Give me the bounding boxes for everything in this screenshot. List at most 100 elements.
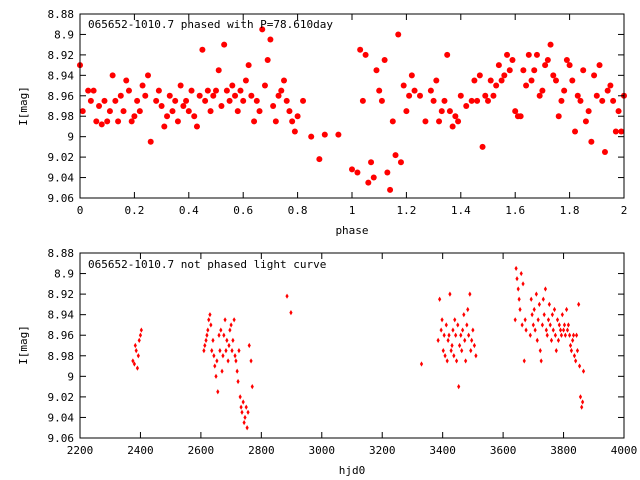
data-point (572, 353, 577, 359)
data-point (275, 92, 282, 99)
data-point (188, 87, 195, 94)
data-point (531, 67, 538, 74)
data-point (487, 77, 494, 84)
data-point (516, 286, 520, 292)
data-point (440, 317, 444, 323)
data-point (474, 97, 481, 104)
data-point (485, 97, 491, 104)
x-tick-label: 1 (349, 204, 356, 217)
data-point (448, 291, 452, 297)
data-point (577, 301, 581, 307)
data-point (158, 103, 165, 109)
data-point (232, 317, 236, 323)
data-point (139, 82, 146, 89)
data-point (246, 409, 250, 415)
data-point (96, 103, 103, 109)
data-point (300, 97, 307, 104)
data-point (368, 159, 375, 166)
data-point (166, 92, 173, 99)
data-point (462, 312, 466, 318)
data-point (240, 97, 247, 104)
data-point (131, 358, 135, 364)
data-point (207, 317, 211, 323)
data-point (378, 97, 385, 104)
data-point (536, 317, 540, 323)
x-tick-label: 1.8 (560, 204, 580, 217)
data-point (289, 118, 296, 125)
data-point (519, 270, 523, 277)
data-point (568, 342, 573, 349)
data-point (98, 121, 105, 128)
data-point (145, 72, 151, 79)
data-point (321, 131, 328, 138)
data-point (87, 97, 94, 104)
y-tick-label: 9.06 (48, 432, 75, 445)
data-point (294, 113, 301, 120)
data-point (467, 332, 471, 338)
data-point (540, 322, 544, 328)
data-point (240, 409, 244, 415)
data-point (226, 358, 230, 364)
data-point (571, 337, 575, 343)
data-point (417, 92, 423, 99)
data-point (539, 87, 546, 94)
data-point (533, 327, 537, 333)
data-point (596, 62, 603, 69)
data-point (563, 332, 567, 338)
data-point (408, 72, 415, 79)
y-tick-label: 8.98 (48, 110, 75, 123)
data-point (544, 327, 548, 333)
data-point (185, 108, 192, 115)
data-point (538, 348, 542, 354)
data-point (234, 358, 238, 364)
data-point (588, 138, 595, 145)
data-point (474, 353, 478, 359)
data-point (612, 128, 619, 135)
data-point (446, 108, 453, 115)
data-point (397, 159, 404, 166)
data-point (239, 404, 243, 410)
data-point (444, 51, 451, 58)
data-point (464, 358, 468, 364)
data-point (546, 317, 551, 323)
data-point (153, 97, 160, 104)
x-tick-label: 2800 (248, 444, 275, 457)
data-point (520, 322, 524, 328)
data-point (139, 327, 143, 333)
data-point (452, 113, 459, 120)
data-point (468, 97, 475, 104)
data-point (191, 113, 198, 120)
data-point (219, 327, 223, 333)
data-point (238, 394, 242, 400)
y-axis-label: I[mag] (17, 325, 30, 365)
data-point (147, 138, 154, 145)
data-point (566, 62, 573, 69)
data-point (134, 97, 141, 104)
data-point (553, 332, 557, 338)
data-point (250, 384, 254, 390)
data-point (138, 332, 143, 338)
data-point (155, 87, 162, 94)
x-tick-label: 0.8 (288, 204, 308, 217)
data-point (283, 97, 290, 104)
data-point (528, 77, 535, 84)
data-point (539, 358, 543, 364)
data-point (566, 322, 570, 328)
axis-ticks (79, 13, 625, 199)
x-tick-label: 3000 (309, 444, 336, 457)
data-point (180, 103, 187, 109)
data-point (136, 353, 140, 359)
data-point (471, 327, 475, 333)
data-point (457, 384, 461, 390)
data-point (512, 108, 519, 115)
data-point (569, 77, 576, 84)
x-axis-label: phase (335, 224, 368, 237)
data-point (164, 113, 171, 120)
data-point (451, 327, 455, 333)
data-point (582, 118, 589, 125)
data-point (471, 77, 478, 84)
data-point (106, 108, 113, 115)
plot-frame (79, 252, 625, 439)
